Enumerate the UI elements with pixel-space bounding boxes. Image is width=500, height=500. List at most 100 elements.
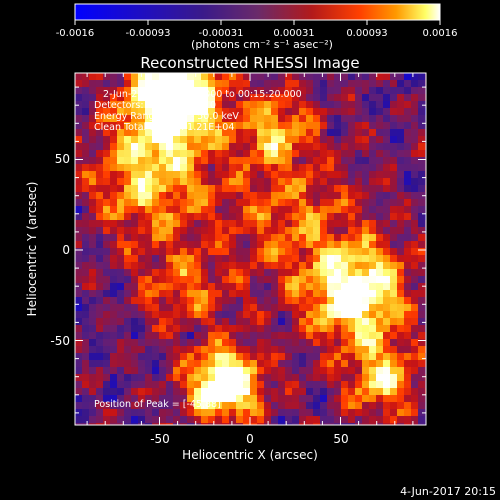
- image-pixel: [271, 409, 278, 416]
- image-pixel: [348, 220, 355, 227]
- image-pixel: [334, 346, 341, 353]
- image-pixel: [411, 297, 418, 304]
- image-pixel: [131, 87, 138, 94]
- info-text: 2-Jun-2017 00:05:20.000 to 00:15:20.000 …: [94, 89, 302, 133]
- image-pixel: [250, 213, 257, 220]
- image-pixel: [131, 318, 138, 325]
- image-pixel: [110, 171, 117, 178]
- image-pixel: [341, 213, 348, 220]
- image-pixel: [243, 255, 250, 262]
- image-pixel: [411, 164, 418, 171]
- image-pixel: [96, 367, 103, 374]
- image-pixel: [208, 318, 215, 325]
- image-pixel: [299, 360, 306, 367]
- image-pixel: [313, 360, 320, 367]
- image-pixel: [103, 318, 110, 325]
- image-pixel: [103, 80, 110, 87]
- image-pixel: [82, 325, 89, 332]
- image-pixel: [145, 360, 152, 367]
- image-pixel: [369, 178, 376, 185]
- image-pixel: [236, 318, 243, 325]
- image-pixel: [187, 346, 194, 353]
- image-pixel: [320, 108, 327, 115]
- image-pixel: [117, 269, 124, 276]
- image-pixel: [411, 73, 418, 80]
- image-pixel: [411, 290, 418, 297]
- image-pixel: [103, 157, 110, 164]
- image-pixel: [313, 73, 320, 80]
- image-pixel: [264, 346, 271, 353]
- image-pixel: [236, 248, 243, 255]
- image-pixel: [229, 171, 236, 178]
- image-pixel: [257, 416, 264, 423]
- image-pixel: [145, 283, 152, 290]
- image-pixel: [257, 332, 264, 339]
- image-pixel: [82, 108, 89, 115]
- image-pixel: [250, 346, 257, 353]
- image-pixel: [89, 325, 96, 332]
- image-pixel: [341, 164, 348, 171]
- image-pixel: [236, 367, 243, 374]
- image-pixel: [292, 395, 299, 402]
- image-pixel: [187, 353, 194, 360]
- image-pixel: [159, 227, 166, 234]
- image-pixel: [278, 283, 285, 290]
- image-pixel: [215, 129, 222, 136]
- image-pixel: [341, 199, 348, 206]
- image-pixel: [264, 248, 271, 255]
- image-pixel: [229, 402, 236, 409]
- image-pixel: [299, 269, 306, 276]
- image-pixel: [208, 381, 215, 388]
- image-pixel: [131, 164, 138, 171]
- image-pixel: [201, 416, 208, 423]
- image-pixel: [362, 115, 369, 122]
- image-pixel: [180, 143, 187, 150]
- image-pixel: [152, 409, 159, 416]
- image-pixel: [341, 367, 348, 374]
- image-pixel: [117, 122, 124, 129]
- image-pixel: [166, 374, 173, 381]
- image-pixel: [313, 122, 320, 129]
- image-pixel: [292, 101, 299, 108]
- image-pixel: [138, 367, 145, 374]
- image-pixel: [250, 332, 257, 339]
- image-pixel: [362, 423, 369, 425]
- image-pixel: [264, 108, 271, 115]
- image-pixel: [327, 199, 334, 206]
- image-pixel: [348, 262, 355, 269]
- image-pixel: [327, 297, 334, 304]
- image-pixel: [306, 423, 313, 425]
- image-pixel: [306, 115, 313, 122]
- image-pixel: [404, 381, 411, 388]
- image-pixel: [376, 283, 383, 290]
- image-pixel: [180, 87, 187, 94]
- image-pixel: [89, 192, 96, 199]
- image-pixel: [89, 360, 96, 367]
- image-pixel: [152, 367, 159, 374]
- image-pixel: [201, 325, 208, 332]
- image-pixel: [264, 339, 271, 346]
- image-pixel: [152, 185, 159, 192]
- image-pixel: [250, 276, 257, 283]
- image-pixel: [285, 115, 292, 122]
- image-pixel: [390, 185, 397, 192]
- image-pixel: [250, 374, 257, 381]
- image-pixel: [166, 122, 173, 129]
- image-pixel: [306, 388, 313, 395]
- image-pixel: [362, 185, 369, 192]
- image-pixel: [278, 381, 285, 388]
- image-pixel: [194, 178, 201, 185]
- image-pixel: [348, 115, 355, 122]
- image-pixel: [285, 248, 292, 255]
- image-pixel: [355, 276, 362, 283]
- y-tick-label-50: 50: [55, 152, 70, 166]
- image-pixel: [334, 199, 341, 206]
- image-pixel: [201, 318, 208, 325]
- image-pixel: [383, 213, 390, 220]
- image-pixel: [152, 227, 159, 234]
- image-pixel: [257, 150, 264, 157]
- image-pixel: [327, 416, 334, 423]
- image-pixel: [215, 94, 222, 101]
- image-pixel: [383, 416, 390, 423]
- image-pixel: [341, 108, 348, 115]
